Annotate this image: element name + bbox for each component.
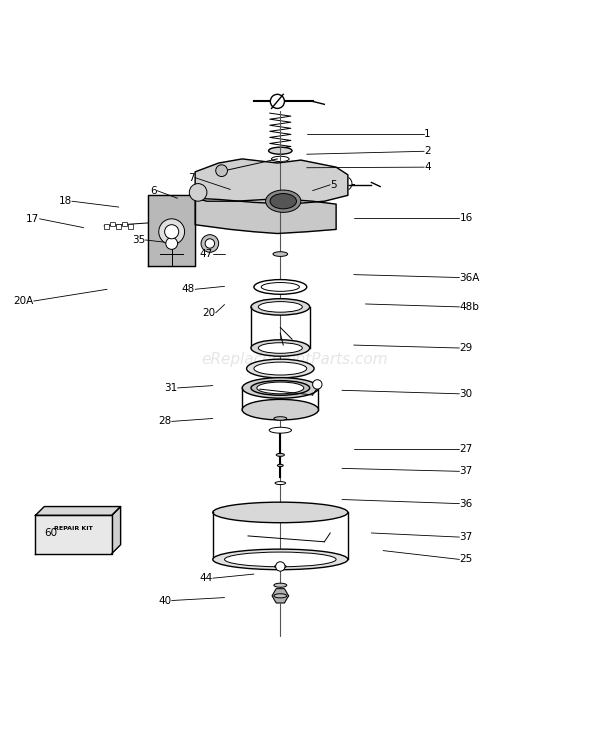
Ellipse shape xyxy=(269,427,291,433)
Text: 20: 20 xyxy=(202,308,216,318)
Ellipse shape xyxy=(251,299,310,315)
Text: 37: 37 xyxy=(460,532,473,542)
Ellipse shape xyxy=(258,302,302,312)
Ellipse shape xyxy=(268,147,292,155)
Polygon shape xyxy=(195,159,348,204)
Polygon shape xyxy=(35,516,112,554)
Ellipse shape xyxy=(213,502,348,523)
Text: 36: 36 xyxy=(460,499,473,509)
Text: 40: 40 xyxy=(159,596,172,606)
Ellipse shape xyxy=(251,340,310,356)
Text: 47: 47 xyxy=(199,249,213,259)
Ellipse shape xyxy=(273,252,288,256)
Polygon shape xyxy=(35,507,120,516)
Ellipse shape xyxy=(274,594,287,598)
Text: 6: 6 xyxy=(150,186,157,195)
Text: 48b: 48b xyxy=(460,302,479,312)
Bar xyxy=(110,221,115,227)
Ellipse shape xyxy=(266,190,301,212)
Circle shape xyxy=(189,184,207,201)
Polygon shape xyxy=(148,195,195,266)
Text: 44: 44 xyxy=(199,573,213,583)
Ellipse shape xyxy=(271,156,289,161)
Circle shape xyxy=(276,562,285,571)
Ellipse shape xyxy=(254,362,307,375)
Ellipse shape xyxy=(247,359,314,378)
Text: 28: 28 xyxy=(159,416,172,426)
Text: 36A: 36A xyxy=(460,273,480,282)
Ellipse shape xyxy=(273,162,288,166)
Text: 2: 2 xyxy=(424,146,431,156)
Text: 27: 27 xyxy=(460,444,473,454)
Text: 35: 35 xyxy=(132,235,145,245)
Ellipse shape xyxy=(258,343,302,353)
Text: 5: 5 xyxy=(330,180,337,189)
Circle shape xyxy=(313,380,322,389)
Ellipse shape xyxy=(225,552,336,567)
Text: 30: 30 xyxy=(460,389,473,399)
Text: 48: 48 xyxy=(182,285,195,294)
Ellipse shape xyxy=(274,565,286,568)
Circle shape xyxy=(338,177,352,191)
Ellipse shape xyxy=(261,282,299,291)
Circle shape xyxy=(216,165,228,177)
Text: 25: 25 xyxy=(460,554,473,565)
Bar xyxy=(122,221,127,227)
Circle shape xyxy=(165,224,179,239)
Text: 29: 29 xyxy=(460,343,473,353)
Text: REPAIR KIT: REPAIR KIT xyxy=(54,526,93,531)
Ellipse shape xyxy=(276,453,284,456)
Circle shape xyxy=(270,94,284,108)
Text: 17: 17 xyxy=(27,214,40,224)
Ellipse shape xyxy=(254,279,307,294)
Text: 4: 4 xyxy=(424,162,431,172)
Ellipse shape xyxy=(274,417,287,421)
Bar xyxy=(116,224,121,229)
Ellipse shape xyxy=(277,464,283,467)
Ellipse shape xyxy=(274,583,287,587)
Polygon shape xyxy=(195,198,336,233)
Text: 7: 7 xyxy=(189,172,195,183)
Text: 16: 16 xyxy=(460,212,473,223)
Ellipse shape xyxy=(270,194,296,209)
Text: 37: 37 xyxy=(460,467,473,476)
Ellipse shape xyxy=(275,481,286,484)
Ellipse shape xyxy=(242,377,319,398)
Text: 18: 18 xyxy=(58,196,72,207)
Bar xyxy=(104,224,109,229)
Ellipse shape xyxy=(251,380,310,395)
Bar xyxy=(127,224,133,229)
Text: 1: 1 xyxy=(424,129,431,139)
Circle shape xyxy=(205,239,215,248)
Ellipse shape xyxy=(257,382,304,394)
Circle shape xyxy=(201,235,219,253)
Text: 31: 31 xyxy=(164,383,178,393)
Polygon shape xyxy=(112,507,120,554)
Circle shape xyxy=(166,238,178,250)
Circle shape xyxy=(159,219,185,244)
Text: 20A: 20A xyxy=(14,296,34,306)
Ellipse shape xyxy=(242,400,319,420)
Polygon shape xyxy=(272,588,289,603)
Text: eReplacementParts.com: eReplacementParts.com xyxy=(202,352,388,367)
Text: 60: 60 xyxy=(44,528,57,538)
Ellipse shape xyxy=(213,549,348,570)
